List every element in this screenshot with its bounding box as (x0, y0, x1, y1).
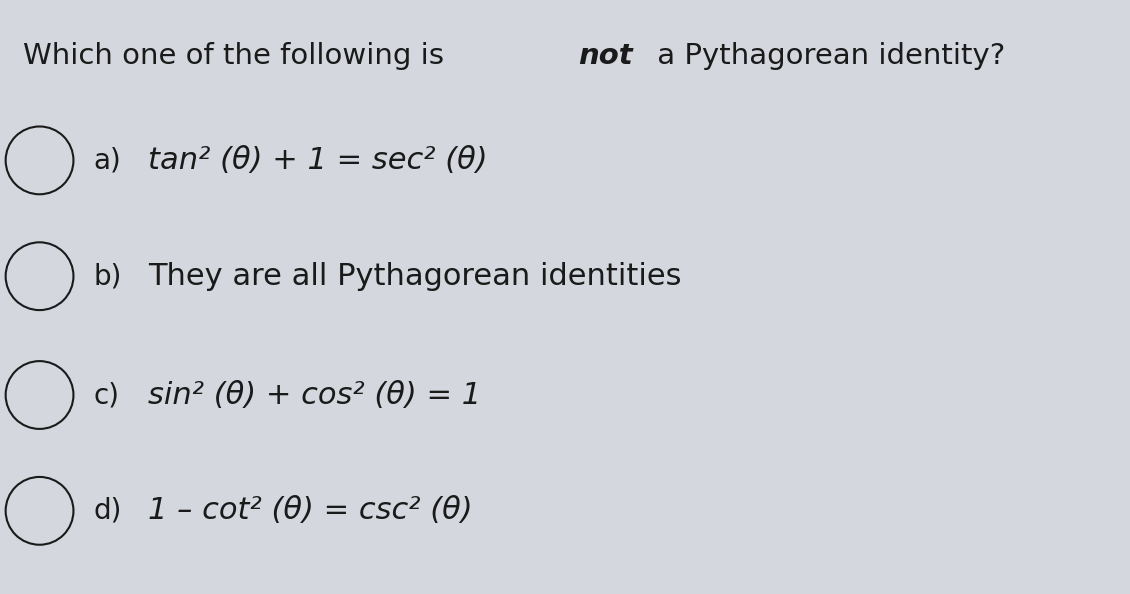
Text: sin² (θ) + cos² (θ) = 1: sin² (θ) + cos² (θ) = 1 (148, 381, 481, 409)
Text: tan² (θ) + 1 = sec² (θ): tan² (θ) + 1 = sec² (θ) (148, 146, 488, 175)
Text: 1 – cot² (θ) = csc² (θ): 1 – cot² (θ) = csc² (θ) (148, 497, 472, 525)
Text: Which one of the following is: Which one of the following is (23, 42, 453, 69)
Text: d): d) (94, 497, 122, 525)
Text: a Pythagorean identity?: a Pythagorean identity? (649, 42, 1006, 69)
Text: a): a) (94, 146, 122, 175)
Text: They are all Pythagorean identities: They are all Pythagorean identities (148, 262, 681, 290)
Text: not: not (577, 42, 633, 69)
Text: b): b) (94, 262, 122, 290)
Text: c): c) (94, 381, 120, 409)
